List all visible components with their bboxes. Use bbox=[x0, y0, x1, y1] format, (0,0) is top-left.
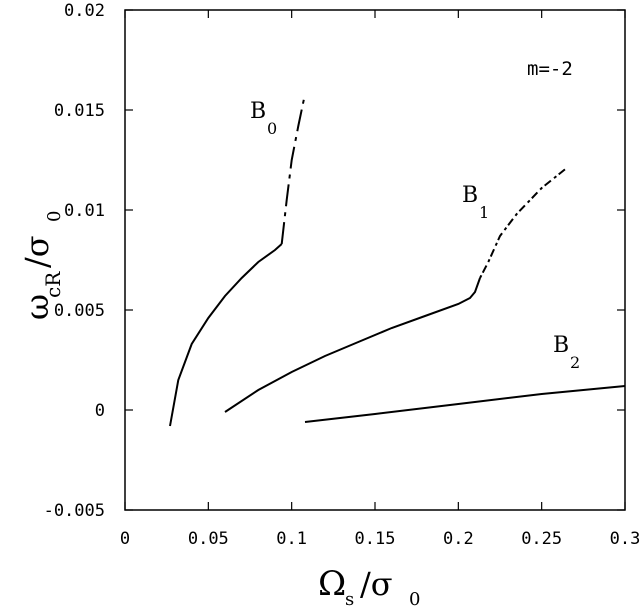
svg-text:s: s bbox=[345, 589, 354, 610]
y-tick-label: 0.01 bbox=[64, 201, 105, 221]
series-label-B2: B bbox=[553, 333, 569, 358]
x-tick-label: 0 bbox=[120, 529, 130, 549]
svg-text:0: 0 bbox=[409, 589, 420, 610]
y-tick-label: 0.02 bbox=[64, 1, 105, 21]
series-label-sub: 2 bbox=[570, 353, 580, 372]
series-label-B1: B bbox=[462, 183, 478, 208]
series-dashed-B0 bbox=[280, 93, 306, 245]
series-label-sub: 0 bbox=[267, 119, 277, 138]
y-tick-label: 0.005 bbox=[54, 301, 105, 321]
y-tick-label: -0.005 bbox=[44, 501, 105, 521]
plot-frame bbox=[124, 9, 626, 511]
x-tick-label: 0.15 bbox=[355, 529, 396, 549]
svg-text:Ω: Ω bbox=[318, 564, 346, 604]
x-tick-label: 0.3 bbox=[610, 529, 641, 549]
svg-text:/σ: /σ bbox=[18, 235, 56, 268]
x-tick-label: 0.25 bbox=[521, 529, 562, 549]
svg-text:cR: cR bbox=[41, 271, 65, 298]
series-group bbox=[169, 93, 626, 427]
series-label-sub: 1 bbox=[479, 203, 489, 222]
svg-text:0: 0 bbox=[44, 211, 65, 222]
series-line-B0 bbox=[169, 243, 283, 427]
x-tick-label: 0.05 bbox=[188, 529, 229, 549]
ticks: 0 0.05 0.1 0.15 0.2 0.25 0.3 -0.005 0 0.005 0.01 0.… bbox=[44, 1, 641, 549]
series-line-B2 bbox=[304, 385, 626, 423]
y-tick-label: 0.015 bbox=[54, 101, 105, 121]
x-axis-label: Ω s /σ 0 bbox=[318, 564, 420, 610]
svg-text:ω: ω bbox=[18, 294, 56, 320]
y-tick-label: 0 bbox=[95, 401, 105, 421]
y-axis-label: ω cR /σ 0 bbox=[18, 211, 65, 320]
series-dashed-B1 bbox=[479, 167, 568, 279]
svg-text:/σ: /σ bbox=[360, 565, 393, 603]
series-label-B0: B bbox=[250, 99, 266, 124]
annotation-m: m=-2 bbox=[527, 58, 573, 80]
x-tick-label: 0.2 bbox=[443, 529, 474, 549]
x-tick-label: 0.1 bbox=[276, 529, 307, 549]
series-line-B1 bbox=[224, 277, 481, 413]
